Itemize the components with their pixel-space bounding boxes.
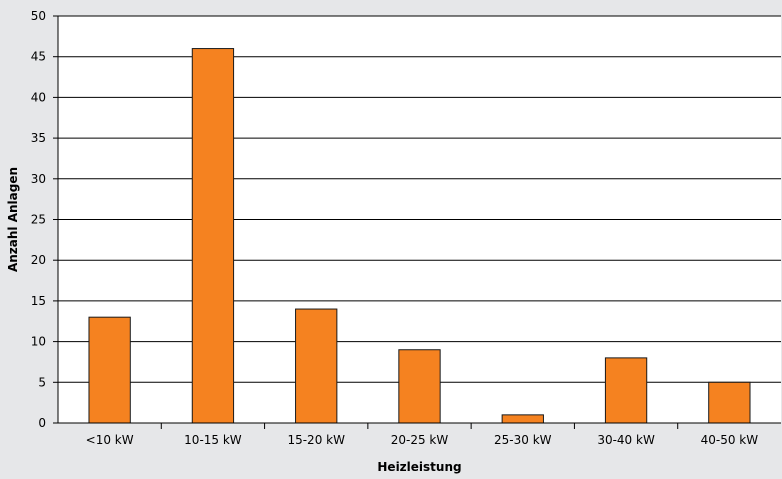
x-tick-label: 10-15 kW [184, 433, 242, 447]
y-tick-label: 45 [31, 50, 46, 64]
x-tick-label: 30-40 kW [597, 433, 655, 447]
y-axis-title: Anzahl Anlagen [6, 167, 20, 272]
x-tick-label: 25-30 kW [494, 433, 552, 447]
x-tick-label: 20-25 kW [391, 433, 449, 447]
y-tick-label: 35 [31, 131, 46, 145]
y-tick-label: 5 [38, 375, 46, 389]
x-tick-labels: <10 kW 10-15 kW 15-20 kW 20-25 kW 25-30 kW 30… [86, 423, 759, 447]
bar [191, 48, 235, 424]
y-tick-label: 15 [31, 294, 46, 308]
x-tick-label: <10 kW [86, 433, 134, 447]
y-tick-label: 0 [38, 416, 46, 430]
bar [604, 357, 648, 424]
y-tick-labels: 0 5 10 15 20 25 30 35 40 45 50 [31, 9, 58, 430]
y-tick-label: 30 [31, 172, 46, 186]
gridlines [58, 15, 781, 383]
y-tick-label: 10 [31, 335, 46, 349]
bar [501, 414, 544, 424]
x-tick-label: 40-50 kW [701, 433, 759, 447]
bar [708, 381, 751, 424]
y-tick-label: 40 [31, 90, 46, 104]
bars [88, 48, 751, 424]
bar [295, 308, 338, 424]
bar [88, 316, 131, 424]
x-tick-label: 15-20 kW [287, 433, 345, 447]
x-axis-title: Heizleistung [377, 460, 461, 474]
y-tick-label: 20 [31, 253, 46, 267]
y-tick-label: 50 [31, 9, 46, 23]
bar [398, 349, 441, 424]
y-tick-label: 25 [31, 213, 46, 227]
